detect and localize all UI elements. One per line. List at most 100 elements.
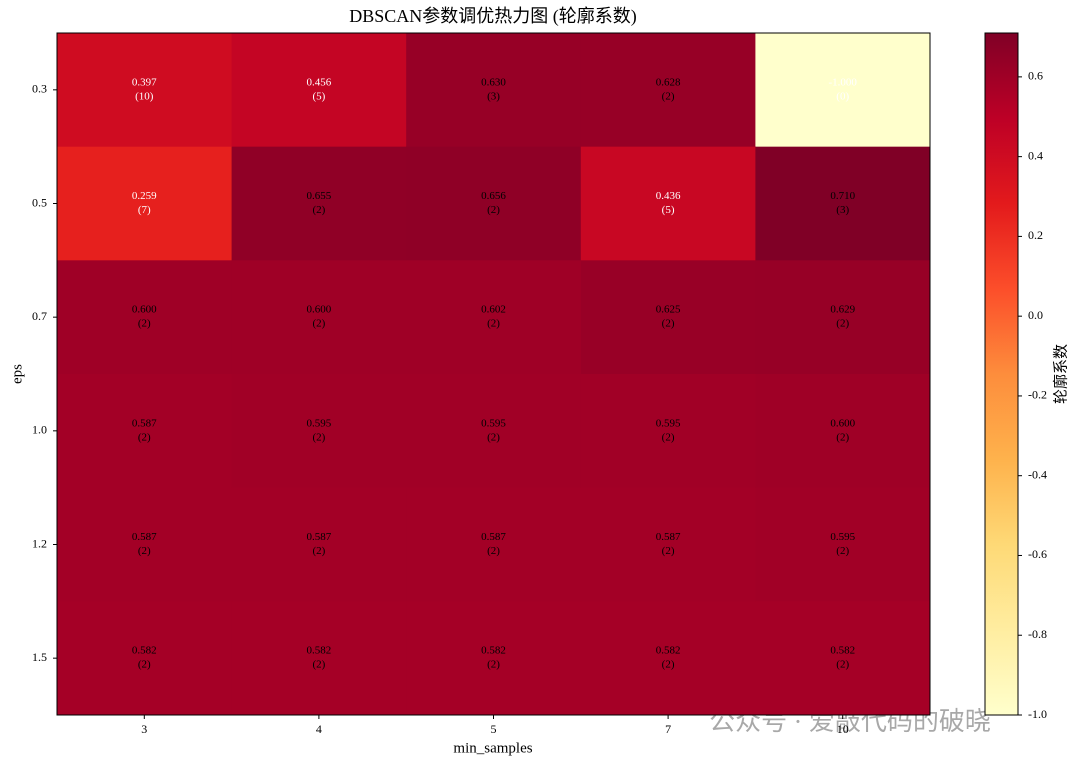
cell-value-label: 0.600 bbox=[830, 417, 855, 429]
colorbar-tick-label: 0.0 bbox=[1028, 308, 1043, 322]
heatmap-cell bbox=[406, 374, 582, 489]
cell-count-label: (2) bbox=[138, 545, 151, 557]
cell-value-label: 0.602 bbox=[481, 304, 506, 316]
cell-count-label: (2) bbox=[836, 318, 849, 330]
colorbar-tick-label: -1.0 bbox=[1028, 707, 1047, 721]
heatmap-cell bbox=[231, 33, 407, 148]
cell-value-label: 0.259 bbox=[132, 190, 157, 202]
cell-count-label: (3) bbox=[487, 90, 500, 102]
cell-count-label: (2) bbox=[312, 659, 325, 671]
heatmap-cell bbox=[580, 601, 756, 716]
heatmap-cell bbox=[231, 601, 407, 716]
y-axis-label: eps bbox=[9, 364, 25, 384]
colorbar-tick-label: 0.4 bbox=[1028, 148, 1043, 162]
cell-count-label: (10) bbox=[135, 90, 154, 102]
y-tick-label: 1.0 bbox=[32, 423, 47, 437]
colorbar-tick-label: 0.2 bbox=[1028, 228, 1043, 242]
heatmap-cell bbox=[406, 33, 582, 148]
heatmap-cell bbox=[57, 146, 233, 261]
heatmap-cell bbox=[231, 146, 407, 261]
cell-value-label: 0.656 bbox=[481, 190, 506, 202]
y-tick-label: 1.5 bbox=[32, 650, 47, 664]
cell-value-label: 0.582 bbox=[481, 645, 506, 657]
cell-value-label: 0.582 bbox=[307, 645, 332, 657]
heatmap-cell bbox=[406, 146, 582, 261]
colorbar-label: 轮廓系数 bbox=[1052, 344, 1069, 404]
cell-count-label: (2) bbox=[836, 431, 849, 443]
heatmap-cell bbox=[755, 374, 931, 489]
cell-count-label: (2) bbox=[662, 659, 675, 671]
heatmap-cell bbox=[57, 33, 233, 148]
heatmap-cell bbox=[406, 260, 582, 375]
colorbar bbox=[984, 32, 1019, 716]
cell-value-label: -1.000 bbox=[828, 76, 857, 88]
cell-count-label: (0) bbox=[836, 90, 849, 102]
cell-count-label: (2) bbox=[487, 545, 500, 557]
y-tick-label: 0.5 bbox=[32, 195, 47, 209]
cell-value-label: 0.587 bbox=[132, 531, 157, 543]
heatmap-cell bbox=[580, 146, 756, 261]
cell-count-label: (2) bbox=[662, 431, 675, 443]
cell-value-label: 0.587 bbox=[132, 417, 157, 429]
heatmap-cell bbox=[57, 487, 233, 602]
cell-count-label: (2) bbox=[662, 545, 675, 557]
heatmap-cell bbox=[57, 374, 233, 489]
y-tick-label: 0.3 bbox=[32, 82, 47, 96]
heatmap-cell bbox=[755, 487, 931, 602]
cell-count-label: (2) bbox=[138, 318, 151, 330]
cell-count-label: (5) bbox=[312, 90, 325, 102]
cell-value-label: 0.397 bbox=[132, 76, 157, 88]
heatmap-cell bbox=[755, 33, 931, 148]
cell-count-label: (7) bbox=[138, 204, 151, 216]
colorbar-tick-label: -0.2 bbox=[1028, 388, 1047, 402]
cell-count-label: (2) bbox=[662, 90, 675, 102]
cell-value-label: 0.595 bbox=[307, 417, 332, 429]
cell-value-label: 0.630 bbox=[481, 76, 506, 88]
heatmap-cell bbox=[755, 146, 931, 261]
cell-count-label: (2) bbox=[836, 545, 849, 557]
colorbar-tick-label: -0.8 bbox=[1028, 627, 1047, 641]
x-tick-label: 4 bbox=[316, 722, 322, 736]
heatmap-cell bbox=[57, 601, 233, 716]
cell-value-label: 0.600 bbox=[132, 304, 157, 316]
cell-count-label: (2) bbox=[312, 204, 325, 216]
x-tick-label: 5 bbox=[491, 722, 497, 736]
y-tick-label: 0.7 bbox=[32, 309, 47, 323]
cell-count-label: (2) bbox=[312, 431, 325, 443]
heatmap-cell bbox=[580, 374, 756, 489]
cell-count-label: (5) bbox=[662, 204, 675, 216]
cell-count-label: (2) bbox=[487, 431, 500, 443]
cell-value-label: 0.595 bbox=[481, 417, 506, 429]
cell-value-label: 0.625 bbox=[656, 304, 681, 316]
cell-value-label: 0.582 bbox=[656, 645, 681, 657]
colorbar-tick-label: -0.6 bbox=[1028, 547, 1047, 561]
heatmap-cell bbox=[231, 260, 407, 375]
cell-count-label: (2) bbox=[312, 318, 325, 330]
cell-value-label: 0.587 bbox=[656, 531, 681, 543]
cell-value-label: 0.582 bbox=[830, 645, 855, 657]
heatmap-cell bbox=[755, 260, 931, 375]
colorbar-tick-label: -0.4 bbox=[1028, 467, 1047, 481]
x-tick-label: 3 bbox=[141, 722, 147, 736]
cell-count-label: (2) bbox=[312, 545, 325, 557]
heatmap-cell bbox=[580, 260, 756, 375]
cell-value-label: 0.587 bbox=[481, 531, 506, 543]
chart-title: DBSCAN参数调优热力图 (轮廓系数) bbox=[349, 6, 637, 27]
cell-count-label: (2) bbox=[662, 318, 675, 330]
heatmap-cell bbox=[406, 601, 582, 716]
y-tick-label: 1.2 bbox=[32, 536, 47, 550]
cell-count-label: (2) bbox=[487, 318, 500, 330]
cell-value-label: 0.710 bbox=[830, 190, 855, 202]
cell-count-label: (2) bbox=[487, 204, 500, 216]
heatmap-cell bbox=[57, 260, 233, 375]
cell-count-label: (2) bbox=[836, 659, 849, 671]
cell-count-label: (3) bbox=[836, 204, 849, 216]
heatmap-cell bbox=[231, 374, 407, 489]
colorbar-tick-label: 0.6 bbox=[1028, 69, 1043, 83]
heatmap-cell bbox=[406, 487, 582, 602]
heatmap-cell bbox=[755, 601, 931, 716]
heatmap-cell bbox=[580, 487, 756, 602]
x-tick-label: 10 bbox=[837, 722, 849, 736]
cell-value-label: 0.628 bbox=[656, 76, 681, 88]
